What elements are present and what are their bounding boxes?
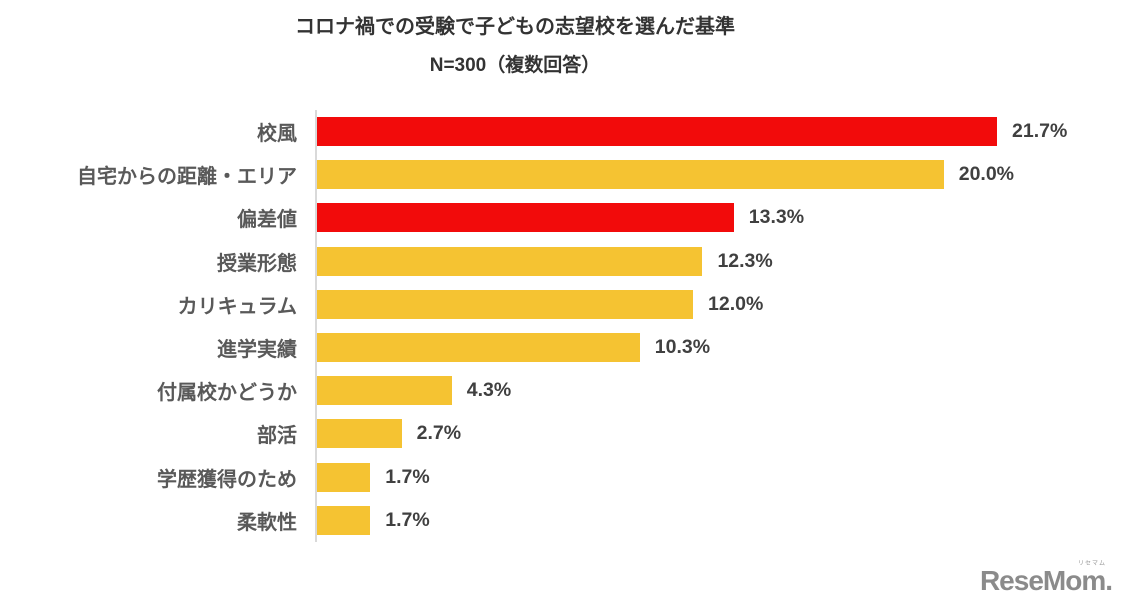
category-label: 付属校かどうか bbox=[157, 382, 297, 405]
value-label: 1.7% bbox=[385, 508, 430, 531]
bar-area: 1.7% bbox=[315, 498, 1124, 542]
chart-title: コロナ禍での受験で子どもの志望校を選んだ基準 bbox=[295, 16, 735, 38]
chart-row: 付属校かどうか 4.3% bbox=[0, 369, 1124, 413]
bar-area: 1.7% bbox=[315, 455, 1124, 499]
value-label: 12.0% bbox=[708, 292, 764, 315]
chart-row: 進学実績 10.3% bbox=[0, 325, 1124, 370]
value-label: 13.3% bbox=[748, 206, 805, 229]
chart-row: 校風 21.7% bbox=[0, 110, 1124, 154]
bar-chart: 校風 21.7% 自宅からの距離・エリア 20.0% 偏差値 13.3% 授業形態 12.3%… bbox=[0, 110, 1124, 542]
bar-area: 10.3% bbox=[315, 325, 1124, 370]
bar bbox=[317, 376, 452, 406]
bar-area: 13.3% bbox=[315, 196, 1124, 240]
bar-area: 12.0% bbox=[315, 282, 1124, 326]
chart-row: 授業形態 12.3% bbox=[0, 239, 1124, 283]
value-label: 20.0% bbox=[958, 163, 1015, 186]
resemom-logo: リセマム ReseMom. bbox=[979, 561, 1113, 596]
value-label: 1.7% bbox=[385, 465, 430, 488]
category-label: 学歴獲得のため bbox=[157, 468, 297, 491]
title-block: コロナ禍での受験で子どもの志望校を選んだ基準 N=300（複数回答） bbox=[0, 0, 1030, 80]
category-label: カリキュラム bbox=[177, 295, 297, 318]
value-label: 12.3% bbox=[717, 249, 773, 272]
value-label: 21.7% bbox=[1012, 120, 1068, 143]
category-label: 進学実績 bbox=[217, 339, 297, 362]
resemom-logo-ruby: リセマム bbox=[1077, 561, 1106, 567]
bar bbox=[317, 203, 734, 233]
chart-subtitle: N=300（複数回答） bbox=[429, 55, 601, 76]
value-label: 4.3% bbox=[466, 379, 512, 402]
category-label: 授業形態 bbox=[217, 252, 297, 275]
bar bbox=[317, 246, 703, 276]
bar-area: 2.7% bbox=[315, 412, 1124, 456]
chart-row: 自宅からの距離・エリア 20.0% bbox=[0, 153, 1124, 197]
bar-area: 21.7% bbox=[315, 110, 1124, 154]
bar bbox=[317, 333, 640, 363]
resemom-logo-text: ReseMom. bbox=[979, 565, 1113, 596]
bar-area: 12.3% bbox=[315, 239, 1124, 283]
chart-row: 部活 2.7% bbox=[0, 412, 1124, 456]
category-label: 柔軟性 bbox=[237, 511, 297, 534]
bar bbox=[317, 419, 402, 449]
bar bbox=[317, 160, 944, 190]
category-label: 偏差値 bbox=[237, 209, 297, 232]
category-label: 校風 bbox=[257, 123, 297, 146]
chart-row: 学歴獲得のため 1.7% bbox=[0, 455, 1124, 499]
bar bbox=[317, 462, 371, 492]
chart-row: カリキュラム 12.0% bbox=[0, 282, 1124, 326]
bar bbox=[317, 289, 694, 319]
category-label: 部活 bbox=[257, 425, 297, 448]
bar-area: 20.0% bbox=[315, 153, 1124, 197]
value-label: 2.7% bbox=[416, 422, 462, 445]
chart-row: 柔軟性 1.7% bbox=[0, 498, 1124, 542]
value-label: 10.3% bbox=[654, 336, 711, 359]
category-label: 自宅からの距離・エリア bbox=[77, 166, 297, 189]
bar bbox=[317, 505, 371, 535]
bar bbox=[317, 117, 997, 147]
bar-area: 4.3% bbox=[315, 369, 1124, 413]
chart-row: 偏差値 13.3% bbox=[0, 196, 1124, 240]
